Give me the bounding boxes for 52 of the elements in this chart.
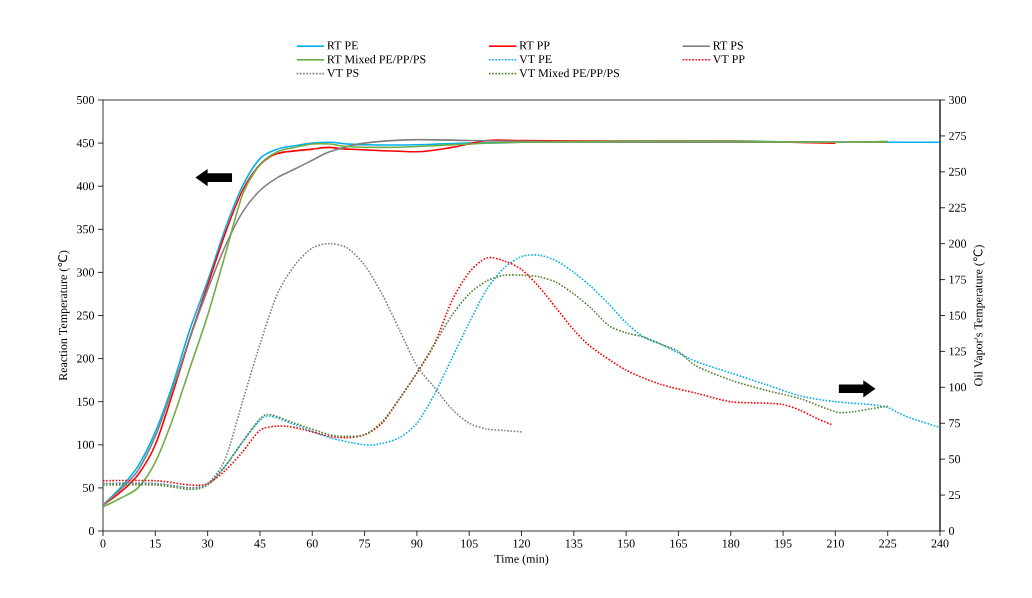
y2-tick-label: 275 [949, 131, 967, 140]
x-tick-label: 195 [775, 539, 792, 548]
y2-tick-label: 225 [949, 203, 967, 212]
legend-label: VT PP [712, 55, 745, 64]
legend-label: RT PP [519, 41, 550, 50]
y-tick-label: 200 [77, 354, 95, 363]
x-tick-label: 90 [411, 539, 423, 548]
y2-tick-label: 100 [949, 383, 967, 392]
y-tick-label: 50 [83, 483, 95, 492]
y-tick-label: 150 [77, 397, 95, 406]
x-tick-label: 105 [461, 539, 478, 548]
x-tick-label: 150 [618, 539, 635, 548]
legend-label: RT PE [327, 41, 358, 50]
y2-tick-label: 250 [949, 167, 967, 176]
y2-axis-title: Oil Vapor's Temperature (℃) [973, 245, 985, 386]
y2-tick-label: 300 [949, 95, 967, 105]
x-tick-label: 30 [202, 539, 214, 548]
y-tick-label: 500 [77, 95, 95, 105]
x-tick-label: 135 [565, 539, 583, 548]
y-tick-label: 300 [77, 268, 95, 277]
y2-tick-label: 25 [949, 491, 961, 500]
y2-tick-label: 125 [949, 347, 967, 356]
x-tick-label: 180 [722, 539, 740, 548]
x-tick-label: 240 [931, 539, 949, 548]
y2-tick-label: 0 [948, 526, 955, 536]
x-axis-title: Time (min) [494, 554, 549, 566]
y2-tick-label: 200 [949, 239, 967, 248]
y-axis-title: Reaction Temperature (℃) [58, 250, 70, 381]
y-tick-label: 450 [76, 139, 95, 148]
x-tick-label: 120 [513, 539, 531, 548]
y2-tick-label: 150 [949, 311, 967, 320]
y2-tick-label: 75 [949, 419, 961, 428]
y2-tick-label: 175 [949, 275, 967, 284]
legend-label: RT Mixed PE/PP/PS [327, 54, 426, 64]
x-tick-label: 75 [359, 539, 371, 548]
y-tick-label: 400 [76, 182, 95, 191]
y-tick-label: 0 [88, 526, 95, 536]
x-tick-label: 210 [826, 539, 844, 548]
legend-label: VT Mixed PE/PP/PS [519, 68, 620, 78]
legend-label: RT PS [713, 41, 743, 50]
x-tick-label: 45 [254, 539, 266, 548]
x-tick-label: 225 [879, 539, 897, 548]
x-tick-label: 0 [100, 539, 106, 548]
y-tick-label: 350 [77, 225, 95, 234]
legend-label: VT PE [519, 55, 552, 64]
y-tick-label: 250 [77, 311, 95, 320]
y2-tick-label: 50 [949, 455, 961, 464]
x-tick-label: 60 [306, 539, 318, 548]
legend-label: VT PS [327, 68, 359, 78]
x-tick-label: 15 [150, 539, 161, 548]
y-tick-label: 100 [77, 440, 95, 449]
x-tick-label: 165 [670, 539, 687, 548]
